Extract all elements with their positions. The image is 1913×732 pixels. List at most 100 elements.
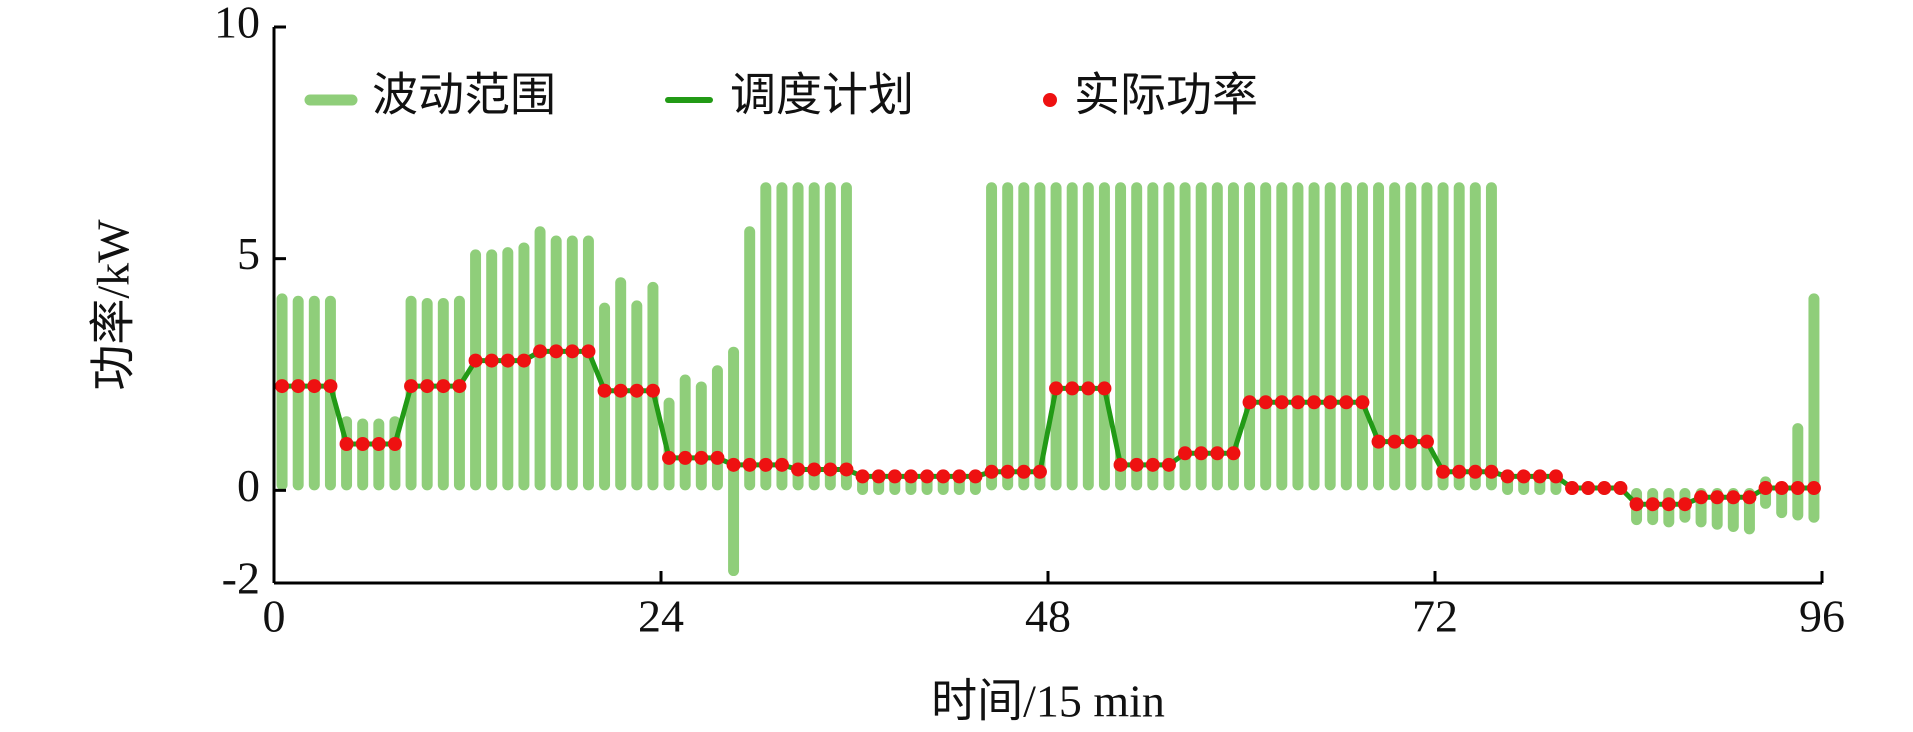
power-dot: [936, 469, 951, 484]
power-dot: [1339, 395, 1354, 410]
power-dot: [1226, 446, 1241, 461]
power-dot: [275, 379, 290, 394]
power-dot: [1661, 497, 1676, 512]
legend-label: 实际功率: [1074, 70, 1258, 121]
range-bar: [1389, 182, 1401, 491]
range-bar: [1340, 182, 1352, 491]
range-bar: [486, 249, 498, 491]
power-dot: [597, 383, 612, 398]
range-bar: [1405, 182, 1417, 491]
range-bar: [437, 298, 449, 491]
power-dot: [871, 469, 886, 484]
range-bar: [1292, 182, 1304, 491]
range-bar: [1373, 182, 1385, 491]
power-dot: [387, 437, 402, 451]
power-dot: [468, 353, 483, 368]
power-dot: [984, 464, 999, 479]
power-dot: [1484, 464, 1499, 479]
power-dot: [1677, 497, 1692, 512]
power-dot: [823, 462, 838, 477]
power-dot: [807, 462, 822, 477]
range-bar: [840, 182, 852, 491]
power-dot: [1645, 497, 1660, 512]
power-dot: [1000, 464, 1015, 479]
power-dot: [484, 353, 499, 368]
power-dot: [1548, 469, 1563, 484]
range-bar: [550, 235, 562, 491]
power-dot: [307, 379, 322, 394]
range-bar: [695, 381, 707, 491]
power-dot: [1694, 490, 1709, 505]
power-dot: [533, 344, 548, 359]
power-dot: [1097, 381, 1112, 396]
power-dot: [581, 344, 596, 359]
power-dot: [1758, 481, 1773, 496]
range-bar: [1792, 423, 1804, 521]
power-dot: [1387, 434, 1402, 449]
range-bar: [744, 226, 756, 491]
power-dot: [516, 353, 531, 368]
range-bar: [1421, 182, 1433, 491]
power-dot: [1613, 481, 1628, 496]
power-dot: [1145, 457, 1160, 472]
range-bar: [470, 249, 482, 491]
x-tick-label: 72: [1412, 591, 1458, 642]
power-dot: [920, 469, 935, 484]
power-dot: [1323, 395, 1338, 410]
range-bar: [776, 182, 788, 491]
range-bar: [1147, 182, 1159, 491]
power-dot: [1581, 481, 1596, 496]
range-bar: [792, 182, 804, 491]
power-dot: [726, 457, 741, 472]
power-dot: [1371, 434, 1386, 449]
power-dot: [645, 383, 660, 398]
power-dot: [1774, 481, 1789, 496]
power-dot: [1274, 395, 1289, 410]
power-dot: [1806, 481, 1821, 496]
power-dot: [1194, 446, 1209, 461]
range-bar: [1115, 182, 1127, 491]
power-dot: [1178, 446, 1193, 461]
power-dot: [952, 469, 967, 484]
range-bar: [502, 247, 514, 491]
power-dot: [887, 469, 902, 484]
power-dot: [791, 462, 806, 477]
power-dot: [1242, 395, 1257, 410]
power-dot: [1742, 490, 1757, 505]
power-dot: [1129, 457, 1144, 472]
range-bar: [1356, 182, 1368, 491]
range-bar: [1276, 182, 1288, 491]
range-bar: [1227, 182, 1239, 491]
power-dot: [420, 379, 435, 394]
legend-swatch: [1043, 93, 1057, 107]
power-dot: [1049, 381, 1064, 396]
range-bar: [373, 418, 385, 491]
range-bar: [760, 182, 772, 491]
power-dot: [436, 379, 451, 394]
power-dot: [452, 379, 467, 394]
power-dot: [662, 450, 677, 465]
range-bar: [986, 182, 998, 491]
range-bar: [1018, 182, 1030, 491]
power-dot: [710, 450, 725, 465]
legend-label: 调度计划: [730, 70, 914, 121]
power-dot: [1065, 381, 1080, 396]
power-dot: [291, 379, 306, 394]
power-dot: [1210, 446, 1225, 461]
range-bar: [1066, 182, 1078, 491]
power-dot: [1161, 457, 1176, 472]
range-bar: [1808, 293, 1820, 523]
range-bar: [1195, 182, 1207, 491]
x-tick-label: 96: [1799, 591, 1845, 642]
power-dot: [565, 344, 580, 359]
power-dot: [1710, 490, 1725, 505]
range-bar: [711, 365, 723, 491]
power-dot: [1258, 395, 1273, 410]
range-bar: [566, 235, 578, 491]
range-bar: [1179, 182, 1191, 491]
power-dot: [1419, 434, 1434, 449]
range-bar: [421, 298, 433, 491]
power-dot: [903, 469, 918, 484]
range-bar: [1131, 182, 1143, 491]
